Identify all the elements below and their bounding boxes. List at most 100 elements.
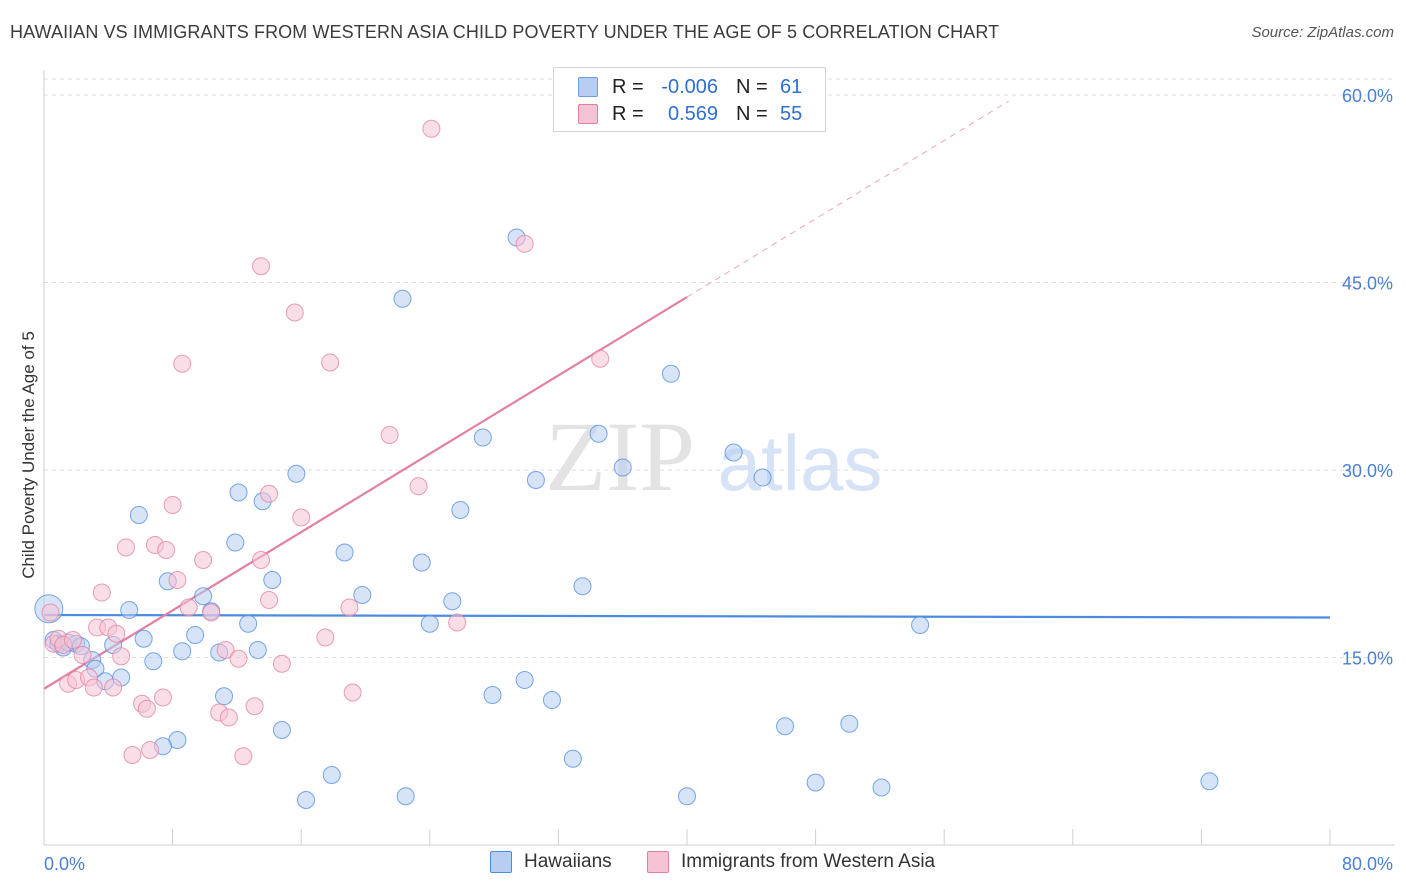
western-asia-trend-line-extension (686, 100, 1009, 298)
western-asia-point (321, 353, 340, 372)
legend-swatch-western-asia (647, 851, 669, 873)
n-value: 55 (780, 102, 803, 125)
hawaiians-point (229, 483, 248, 502)
western-asia-point (292, 508, 311, 527)
stats-legend: R = -0.006 N = 61 R = 0.569 N = 55 (553, 67, 826, 132)
hawaiians-point (473, 428, 492, 447)
watermark-zip: ZIP (545, 401, 695, 512)
hawaiians-point (396, 787, 415, 806)
western-asia-point (157, 541, 176, 559)
hawaiians-point (661, 364, 680, 383)
western-asia-point (448, 613, 467, 632)
y-tick-label: 15.0% (1342, 649, 1393, 669)
hawaiians-point (776, 717, 795, 736)
western-asia-point (112, 647, 131, 666)
western-asia-point (153, 688, 172, 707)
hawaiians-point (443, 592, 462, 611)
hawaiians-point (589, 424, 608, 443)
n-label: N = (736, 75, 768, 98)
hawaiians-point (272, 721, 291, 739)
axes (43, 70, 1395, 846)
western-asia-point (173, 354, 192, 373)
hawaiians-point (215, 687, 234, 706)
hawaiians-point (678, 787, 696, 806)
hawaiians-point (613, 458, 632, 477)
hawaiians-point (144, 652, 163, 671)
hawaiians-point (911, 616, 930, 634)
western-asia-point (216, 641, 235, 659)
series-legend: Hawaiians Immigrants from Western Asia (0, 851, 1406, 879)
hawaiians-point (239, 614, 258, 633)
western-asia-point (202, 603, 221, 622)
western-asia-point (168, 571, 187, 589)
legend-swatch-hawaiians (578, 77, 598, 97)
western-asia-point (107, 624, 126, 643)
hawaiians-point (573, 577, 592, 596)
hawaiians-point (563, 749, 582, 768)
data-points (34, 119, 1219, 809)
legend-swatch-hawaiians (490, 851, 512, 873)
western-asia-point (84, 678, 103, 697)
hawaiians-point (806, 773, 825, 792)
western-asia-point (252, 551, 271, 569)
hawaiians-point (297, 791, 316, 809)
western-asia-point (141, 741, 160, 759)
y-tick-label: 30.0% (1342, 461, 1393, 481)
r-value: 0.569 (667, 102, 718, 125)
hawaiians-point (393, 289, 412, 308)
hawaiians-point (872, 778, 891, 797)
western-asia-point (515, 234, 534, 253)
hawaiians-point (515, 671, 534, 689)
hawaiians-point (248, 641, 267, 659)
western-asia-point (285, 303, 304, 322)
legend-item-western-asia[interactable]: Immigrants from Western Asia (647, 851, 935, 873)
legend-row-hawaiians: R = -0.006 N = 61 (578, 75, 802, 99)
axis-labels: 15.0% 30.0% 45.0% 60.0% 0.0% 80.0% (44, 86, 1393, 874)
hawaiians-point (526, 471, 545, 489)
y-tick-label: 60.0% (1342, 86, 1393, 106)
hawaiians-point (353, 586, 372, 604)
hawaiians-point (451, 501, 470, 519)
western-asia-point (163, 496, 182, 514)
legend-item-hawaiians[interactable]: Hawaiians (490, 851, 612, 873)
legend-swatch-western-asia (578, 104, 598, 124)
n-value: 61 (780, 75, 803, 98)
source-label: Source: ZipAtlas.com (1251, 24, 1394, 41)
western-asia-point (340, 598, 359, 617)
watermark: ZIP atlas (545, 401, 882, 512)
hawaiians-point (542, 691, 561, 709)
western-asia-point (245, 697, 264, 716)
chart-title: HAWAIIAN VS IMMIGRANTS FROM WESTERN ASIA… (10, 22, 1000, 42)
hawaiians-point (420, 614, 439, 633)
western-asia-point (252, 257, 271, 276)
legend-row-western-asia: R = 0.569 N = 55 (578, 102, 802, 126)
western-asia-point (409, 477, 428, 496)
western-asia-point (260, 484, 279, 503)
hawaiians-trend-line (43, 613, 1331, 619)
legend-label-hawaiians: Hawaiians (524, 851, 612, 872)
y-axis-label: Child Poverty Under the Age of 5 (19, 331, 38, 579)
western-asia-point (591, 349, 610, 368)
r-value: -0.006 (661, 75, 718, 98)
western-asia-point (116, 538, 135, 557)
western-asia-point (272, 654, 291, 673)
x-tick-label-min: 0.0% (44, 854, 85, 874)
hawaiians-point (724, 443, 743, 462)
hawaiians-point (120, 601, 139, 619)
western-asia-point (234, 747, 253, 766)
watermark-atlas: atlas (718, 419, 883, 507)
r-label: R = (612, 75, 644, 98)
hawaiians-point (753, 468, 772, 487)
y-tick-label: 45.0% (1342, 274, 1393, 294)
western-asia-point (123, 746, 142, 764)
hawaiians-point (840, 714, 859, 733)
western-asia-point (343, 683, 362, 702)
trend-lines (43, 100, 1331, 690)
western-asia-point (229, 649, 248, 668)
n-label: N = (736, 102, 768, 125)
western-asia-point (179, 598, 198, 617)
hawaiians-point (483, 686, 502, 704)
hawaiians-point (226, 533, 245, 552)
r-label: R = (612, 102, 644, 125)
western-asia-point (260, 591, 279, 609)
